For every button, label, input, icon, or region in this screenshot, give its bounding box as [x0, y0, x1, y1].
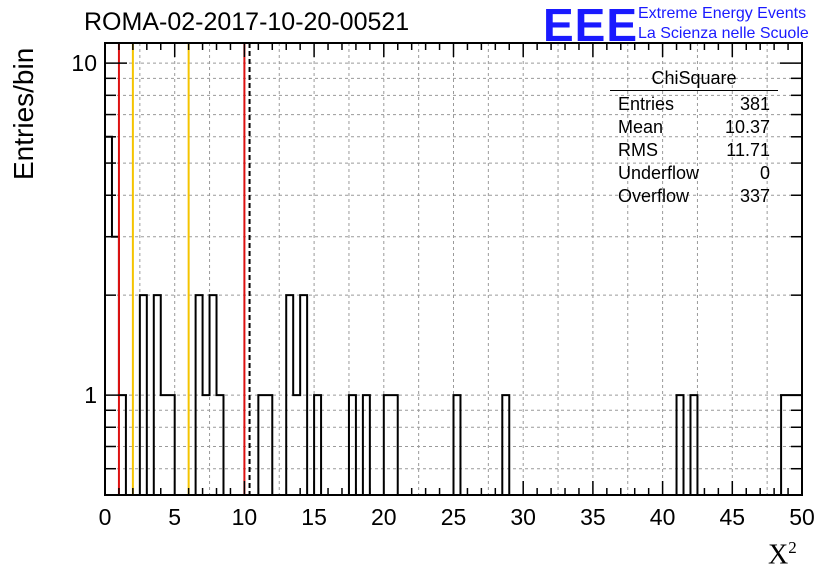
stats-label: Mean	[618, 117, 664, 137]
stats-value: 10.37	[724, 117, 770, 137]
x-tick-label: 5	[168, 504, 181, 530]
y-tick-labels: 1 10	[71, 50, 97, 408]
stats-value: 381	[739, 94, 770, 114]
x-tick-label: 20	[371, 504, 397, 530]
x-tick-label: 50	[789, 504, 815, 530]
y-axis-label: Entries/bin	[8, 47, 39, 180]
x-tick-label: 45	[720, 504, 746, 530]
y-tick-label: 1	[84, 382, 97, 408]
stats-row-underflow: Underflow 0	[610, 162, 778, 185]
stats-row-rms: RMS 11.71	[610, 139, 778, 162]
x-tick-label: 35	[580, 504, 606, 530]
stats-box: ChiSquare Entries 381 Mean 10.37 RMS 11.71 …	[610, 68, 778, 208]
x-tick-label: 30	[510, 504, 536, 530]
y-tick-label: 10	[71, 50, 97, 76]
stats-value: 337	[739, 186, 770, 206]
histogram-step-line	[105, 135, 802, 496]
x-tick-labels: 0 5 10 15 20 25 30 35 40 45 50	[99, 504, 815, 530]
stats-label: Entries	[618, 94, 675, 114]
stats-value: 11.71	[726, 140, 770, 160]
x-tick-label: 0	[99, 504, 112, 530]
histogram-bin	[105, 137, 112, 495]
stats-row-mean: Mean 10.37	[610, 116, 778, 139]
logo-line-2: La Scienza nelle Scuole	[638, 25, 809, 42]
chart-title: ROMA-02-2017-10-20-00521	[84, 8, 410, 36]
stats-row-entries: Entries 381	[610, 93, 778, 116]
x-tick-label: 15	[301, 504, 327, 530]
stats-value: 0	[759, 163, 770, 183]
histogram-bin	[112, 237, 119, 495]
reference-lines	[117, 43, 251, 495]
stats-label: RMS	[618, 140, 658, 160]
stats-label: Underflow	[618, 163, 700, 183]
stats-box-title: ChiSquare	[610, 68, 778, 91]
x-tick-label: 40	[650, 504, 676, 530]
axis-ticks	[104, 43, 803, 495]
logo-line-1: Extreme Energy Events	[638, 5, 807, 22]
x-axis-label: X2	[768, 538, 797, 571]
x-tick-label: 10	[232, 504, 258, 530]
x-axis-label-superscript: 2	[788, 538, 797, 557]
stats-row-overflow: Overflow 337	[610, 185, 778, 208]
stats-label: Overflow	[618, 186, 690, 206]
x-axis-label-base: X	[768, 539, 789, 571]
x-tick-label: 25	[441, 504, 467, 530]
eee-logo: EEE	[543, 0, 639, 51]
histogram-outline	[105, 135, 802, 496]
